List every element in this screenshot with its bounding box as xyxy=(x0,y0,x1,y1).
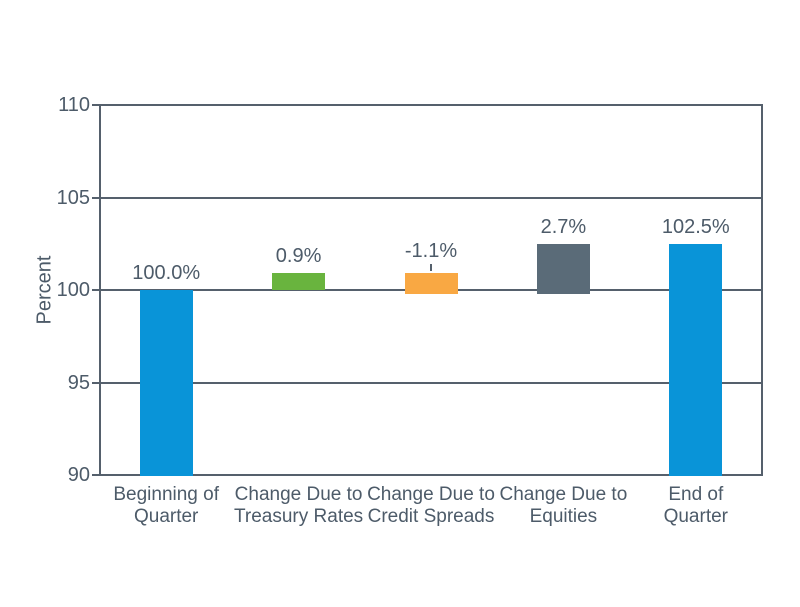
bar-change-treasury-rates xyxy=(272,273,326,290)
y-tick-label-105: 105 xyxy=(56,186,90,209)
gridline-105 xyxy=(100,196,762,199)
bar-value-label-change-credit-spreads: -1.1% xyxy=(404,240,458,263)
x-category-label-line: Change Due to xyxy=(367,484,495,505)
x-category-label-line: End of xyxy=(668,484,724,505)
bar-value-label-beginning-of-quarter: 100.0% xyxy=(132,262,201,284)
bar-end-of-quarter xyxy=(669,243,723,476)
bar-beginning-of-quarter xyxy=(139,290,193,476)
x-category-label-change-equities: Change Due to Equities xyxy=(488,484,638,528)
x-category-label-change-credit-spreads: Change Due to Credit Spreads xyxy=(356,484,506,528)
gridline-95 xyxy=(100,381,762,384)
y-tick-label-100: 100 xyxy=(56,279,90,301)
x-category-label-change-treasury-rates: Change Due to Treasury Rates xyxy=(224,484,374,528)
bar-change-equities xyxy=(536,243,590,294)
x-category-label-line: Credit Spreads xyxy=(367,506,495,527)
bar-value-label-end-of-quarter: 102.5% xyxy=(661,215,730,238)
x-category-label-beginning-of-quarter: Beginning of Quarter xyxy=(91,484,241,528)
x-category-label-line: Treasury Rates xyxy=(234,506,364,527)
x-category-label-line: Change Due to xyxy=(499,484,628,505)
bar-value-label-change-treasury-rates: 0.9% xyxy=(275,245,322,268)
y-tick-label-95: 95 xyxy=(67,371,90,394)
y-tick-label-110: 110 xyxy=(58,94,90,116)
x-category-label-line: Equities xyxy=(529,506,598,527)
x-category-label-line: Change Due to xyxy=(234,484,363,505)
y-tick-label-90: 90 xyxy=(67,464,90,486)
y-tick-95 xyxy=(92,381,100,384)
bar-value-label-change-equities: 2.7% xyxy=(540,215,587,238)
x-category-label-line: Quarter xyxy=(133,506,199,527)
y-tick-100 xyxy=(92,289,100,291)
x-category-label-line: Beginning of xyxy=(113,484,220,505)
leader-line-change-credit-spreads xyxy=(430,264,432,272)
x-category-label-end-of-quarter: End of Quarter xyxy=(621,484,771,528)
y-tick-90 xyxy=(92,474,100,476)
y-tick-110 xyxy=(92,104,100,106)
bar-change-credit-spreads xyxy=(404,273,458,294)
y-tick-105 xyxy=(92,196,100,199)
x-category-label-line: Quarter xyxy=(663,506,728,527)
